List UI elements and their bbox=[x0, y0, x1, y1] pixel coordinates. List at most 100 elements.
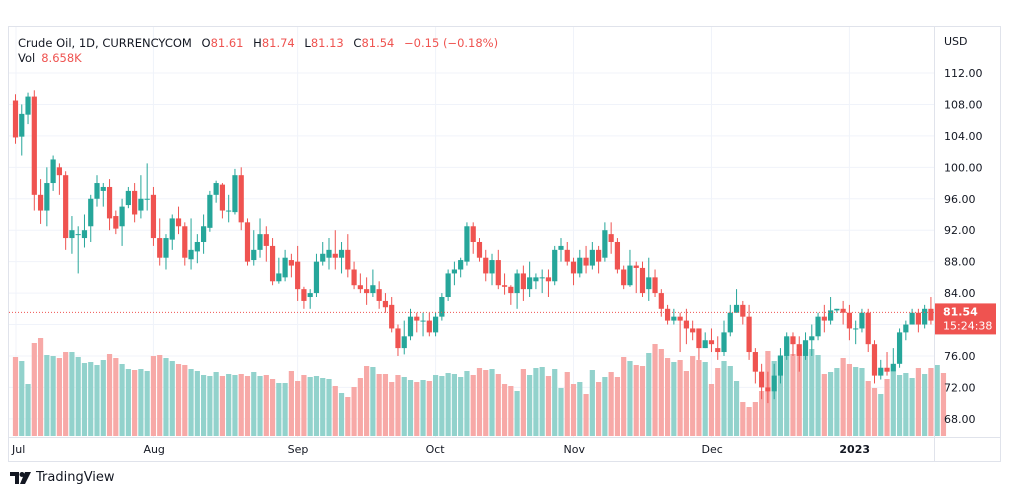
volume-bar bbox=[31, 343, 37, 436]
candle-body bbox=[727, 312, 733, 333]
candle-body bbox=[608, 234, 614, 242]
candle bbox=[301, 286, 307, 309]
candle bbox=[119, 198, 125, 246]
candle bbox=[31, 90, 37, 211]
tradingview-brand[interactable]: TradingView bbox=[10, 470, 115, 485]
volume-bar bbox=[432, 375, 439, 436]
volume-bar bbox=[226, 374, 232, 436]
volume-bar bbox=[696, 360, 702, 436]
candle-body bbox=[426, 320, 432, 333]
candle-body bbox=[420, 320, 426, 322]
candle bbox=[219, 183, 226, 219]
candle bbox=[163, 234, 169, 270]
candle-body bbox=[721, 332, 727, 353]
volume-bar bbox=[44, 355, 50, 436]
candle-body bbox=[771, 375, 777, 392]
candle-body bbox=[150, 194, 157, 239]
candle-body bbox=[539, 277, 545, 279]
candle-body bbox=[432, 316, 439, 333]
candle bbox=[282, 249, 288, 282]
candle bbox=[69, 216, 75, 254]
candle-body bbox=[878, 367, 884, 376]
candle-body bbox=[226, 210, 232, 212]
volume-bar bbox=[495, 374, 501, 436]
volume-layer bbox=[12, 338, 947, 436]
candle-body bbox=[389, 304, 395, 329]
candle-body bbox=[664, 308, 671, 321]
candle-body bbox=[301, 289, 307, 301]
candle-body bbox=[414, 316, 420, 321]
volume-bar bbox=[81, 363, 88, 436]
candle bbox=[759, 363, 765, 400]
volume-bar bbox=[483, 370, 489, 436]
volume-bar bbox=[489, 369, 495, 436]
candle-body bbox=[527, 277, 533, 290]
symbol-title[interactable]: Crude Oil, 1D, CURRENCYCOM bbox=[18, 36, 192, 50]
candle bbox=[470, 222, 476, 254]
volume-bar bbox=[690, 356, 696, 436]
y-tick-label: 68.00 bbox=[944, 413, 976, 426]
candle-body bbox=[382, 300, 389, 308]
volume-bar bbox=[865, 381, 871, 436]
volume-bar bbox=[558, 388, 564, 436]
candle bbox=[733, 289, 740, 313]
volume-bar bbox=[414, 382, 420, 436]
volume-bar bbox=[295, 381, 301, 436]
volume-legend: Vol 8.658K bbox=[18, 51, 82, 65]
candle bbox=[545, 269, 552, 298]
candle bbox=[690, 320, 696, 341]
candle bbox=[527, 261, 533, 298]
volume-bar bbox=[301, 375, 307, 436]
volume-bar bbox=[338, 393, 345, 436]
candle bbox=[50, 155, 56, 191]
ohlc-legend: Crude Oil, 1D, CURRENCYCOM O81.61 H81.74… bbox=[18, 35, 504, 51]
volume-bar bbox=[821, 374, 827, 436]
y-tick-label: 92.00 bbox=[944, 224, 976, 237]
volume-bar bbox=[182, 365, 188, 436]
candle bbox=[608, 222, 614, 254]
candle-body bbox=[313, 261, 320, 294]
candle bbox=[815, 312, 821, 341]
volume-bar bbox=[125, 369, 131, 436]
candle bbox=[19, 104, 25, 156]
candle bbox=[458, 257, 464, 278]
candle bbox=[583, 245, 589, 274]
volume-bar bbox=[12, 357, 19, 436]
candle bbox=[12, 94, 19, 144]
candle bbox=[332, 230, 338, 270]
candle bbox=[144, 163, 150, 211]
candle-layer bbox=[12, 90, 947, 404]
candle-body bbox=[144, 198, 150, 200]
candle-body bbox=[125, 190, 131, 206]
candle bbox=[771, 363, 777, 400]
candle bbox=[439, 293, 445, 321]
candle-body bbox=[633, 265, 639, 268]
volume-bar bbox=[527, 375, 533, 436]
y-tick-label: 112.00 bbox=[944, 67, 983, 80]
y-tick-label: 84.00 bbox=[944, 287, 976, 300]
volume-bar bbox=[733, 381, 740, 436]
volume-bar bbox=[269, 379, 276, 436]
volume-bar bbox=[476, 368, 483, 436]
candle-body bbox=[119, 206, 125, 227]
volume-bar bbox=[470, 375, 476, 436]
open-value: 81.61 bbox=[210, 36, 244, 50]
candle-body bbox=[25, 96, 31, 115]
volume-bar bbox=[138, 369, 144, 436]
candle-body bbox=[106, 186, 113, 219]
candle bbox=[150, 186, 157, 246]
candle bbox=[201, 214, 207, 254]
volume-bar bbox=[890, 372, 896, 436]
volume-bar bbox=[25, 384, 31, 436]
candle-body bbox=[690, 328, 696, 333]
candle bbox=[646, 257, 652, 301]
candle-body bbox=[746, 316, 752, 353]
volume-bar bbox=[646, 353, 652, 436]
candle bbox=[552, 245, 558, 286]
candle bbox=[313, 253, 320, 298]
candle bbox=[44, 167, 50, 227]
volume-bar bbox=[263, 375, 269, 436]
candle-body bbox=[113, 216, 119, 229]
volume-bar bbox=[439, 376, 445, 436]
